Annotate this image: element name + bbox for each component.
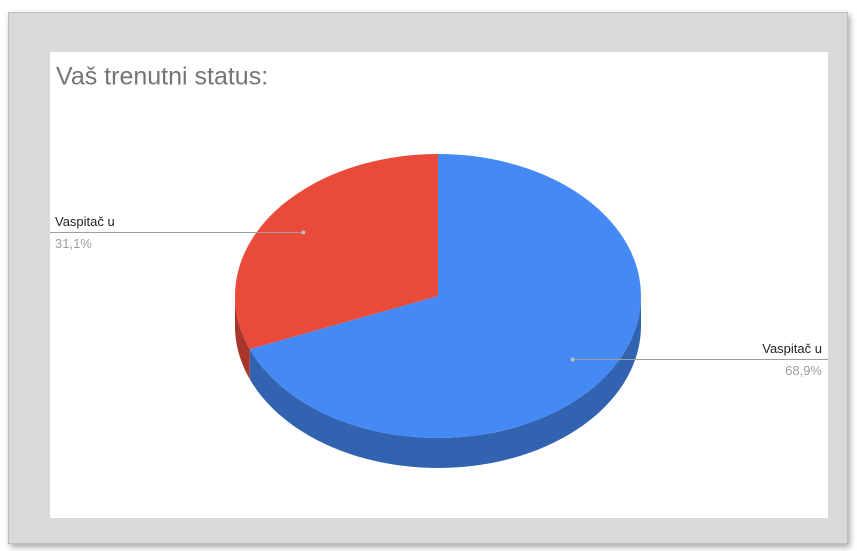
slice-value-label: 68,9% bbox=[785, 363, 822, 378]
pie-slice-side bbox=[235, 296, 250, 380]
chart-title: Vaš trenutni status: bbox=[56, 63, 268, 91]
leader-dot bbox=[570, 357, 575, 362]
leader-dot bbox=[301, 230, 306, 235]
pie-slice bbox=[234, 154, 438, 350]
slice-label: Vaspitač u bbox=[55, 214, 115, 229]
slice-label: Vaspitač u bbox=[762, 341, 822, 356]
pie-slice bbox=[249, 154, 641, 438]
pie-slice-side bbox=[249, 296, 642, 468]
slice-value-label: 31,1% bbox=[55, 236, 92, 251]
